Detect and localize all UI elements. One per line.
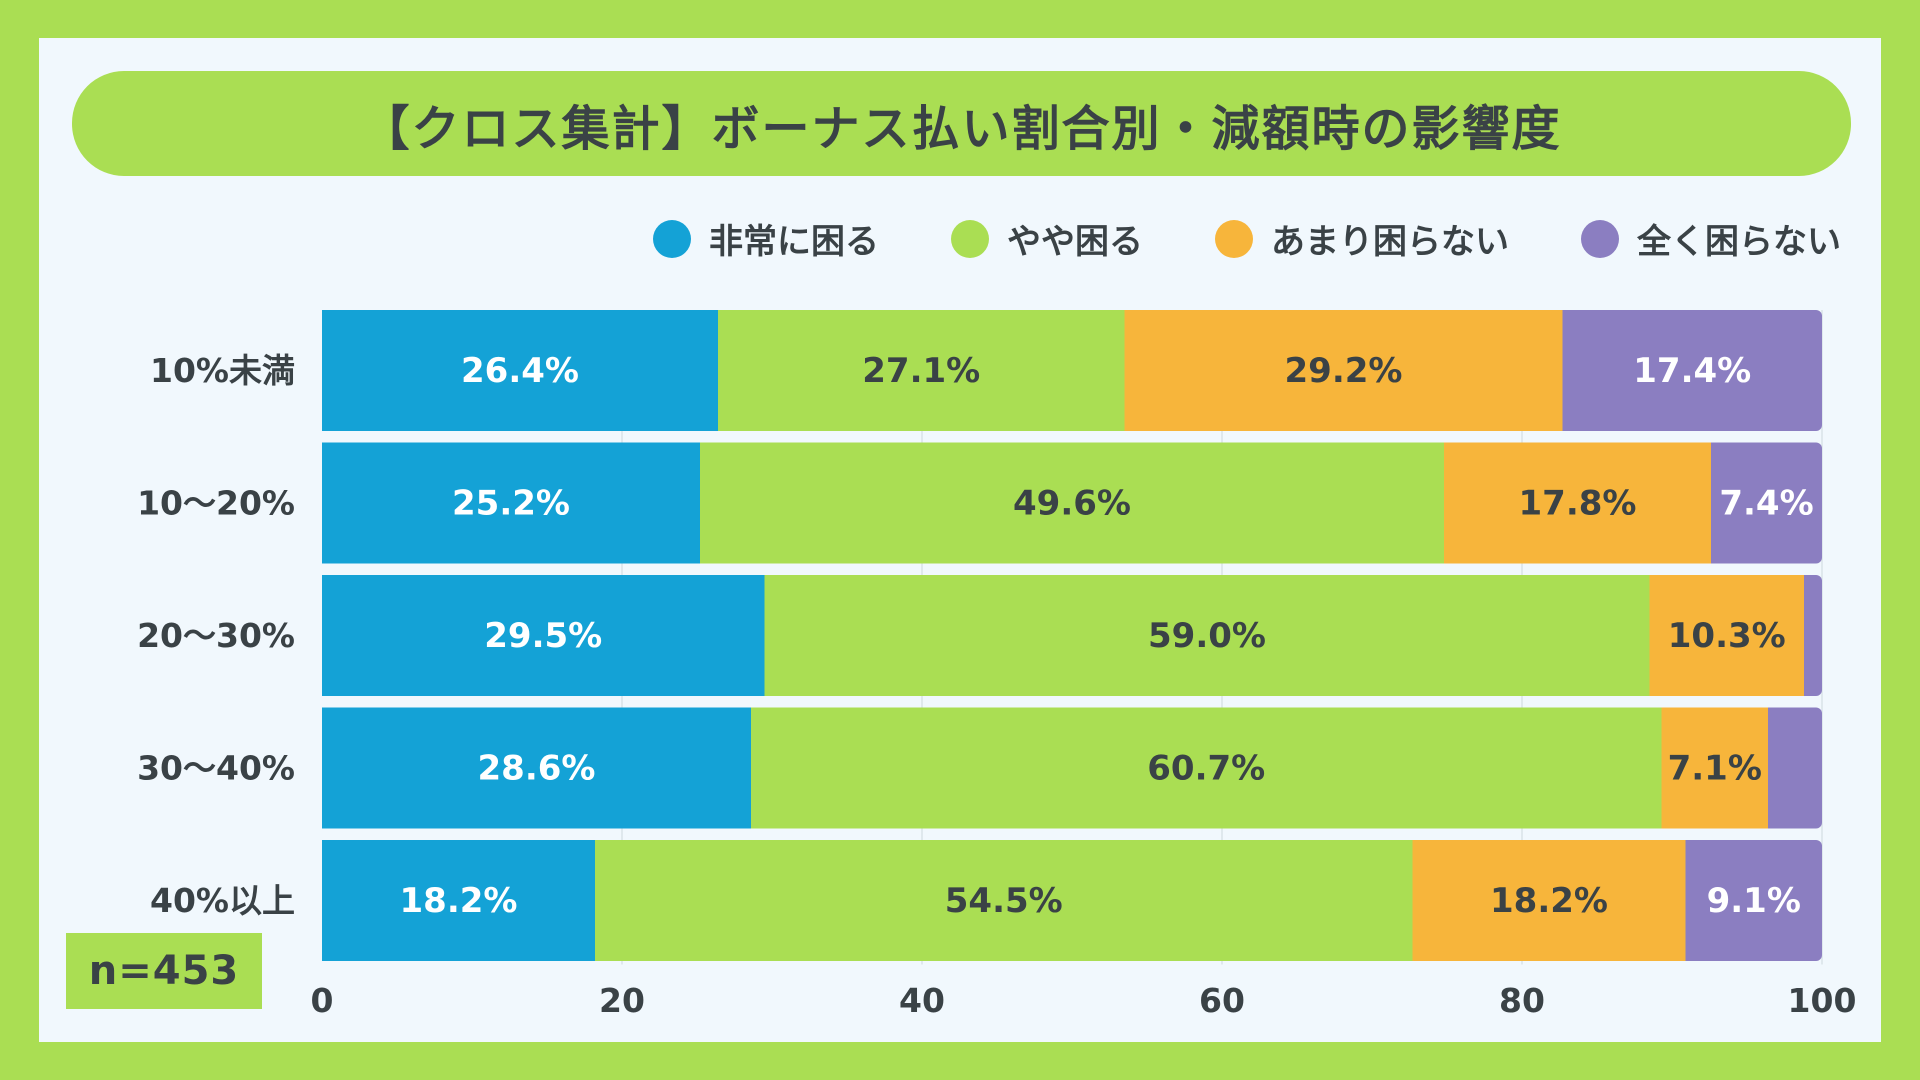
chart-legend: 非常に困る やや困る あまり困らない 全く困らない (653, 214, 1841, 263)
legend-swatch-very-troubled (653, 219, 691, 258)
legend-item-somewhat-troubled: やや困る (951, 214, 1143, 263)
data-label: 59.0% (1148, 616, 1266, 656)
legend-item-not-troubled-at-all: 全く困らない (1581, 214, 1841, 263)
bar-segment (1685, 840, 1822, 961)
bar-segment-edge (1804, 575, 1812, 696)
bar-segment-edge (1768, 707, 1776, 829)
legend-label: 非常に困る (709, 222, 879, 262)
data-label: 25.2% (452, 484, 570, 524)
legend-swatch-not-troubled-at-all (1581, 219, 1619, 258)
data-label: 17.8% (1519, 484, 1637, 524)
bar-segment (764, 575, 1650, 696)
data-label: 49.6% (1013, 484, 1131, 524)
legend-swatch-somewhat-troubled (951, 219, 989, 258)
data-label: 18.2% (400, 881, 518, 921)
bar-segment (1768, 707, 1822, 829)
x-tick-label: 100 (1788, 981, 1857, 1020)
bar-segment (322, 575, 765, 696)
category-label: 30〜40% (137, 749, 295, 788)
chart-title: 【クロス集計】ボーナス払い割合別・減額時の影響度 (361, 100, 1562, 157)
x-tick-label: 80 (1499, 981, 1545, 1020)
bar-segment (1649, 575, 1804, 696)
category-label: 40%以上 (150, 881, 295, 920)
data-label: 18.2% (1490, 881, 1608, 921)
x-tick-label: 40 (899, 981, 945, 1020)
x-tick-label: 20 (599, 981, 645, 1020)
legend-label: 全く困らない (1637, 222, 1841, 262)
x-tick-label: 60 (1199, 981, 1245, 1020)
sample-size-badge: n=453 (66, 933, 262, 1009)
data-label: 9.1% (1707, 881, 1801, 921)
legend-item-not-very-troubled: あまり困らない (1215, 214, 1509, 263)
sample-size: n=453 (88, 948, 240, 994)
legend-label: あまり困らない (1271, 222, 1509, 262)
legend-item-very-troubled: 非常に困る (653, 214, 879, 263)
bar-segment (322, 310, 718, 431)
category-label: 10%未満 (150, 351, 295, 390)
bar-segment (1711, 442, 1822, 564)
data-label: 60.7% (1147, 749, 1265, 789)
bar-segment (1444, 442, 1711, 564)
bar-segment-edge (1685, 840, 1694, 961)
bar-segment (718, 310, 1125, 431)
bar-segment (1412, 840, 1686, 961)
bar-segment (322, 707, 751, 829)
x-tick-label: 0 (311, 981, 334, 1020)
stacked-bar-chart: 26.4% 27.1% 29.2% 17.4% 10%未満 25.2% 49.6% 17.8%… (137, 310, 1857, 1020)
data-label: 17.4% (1633, 351, 1751, 391)
bar-segment (700, 442, 1444, 564)
data-label: 10.3% (1668, 616, 1786, 656)
bar-segment (595, 840, 1413, 961)
data-label: 29.5% (484, 616, 602, 656)
bar-segment (1124, 310, 1563, 431)
category-label: 10〜20% (137, 484, 295, 523)
chart-title-banner: 【クロス集計】ボーナス払い割合別・減額時の影響度 (72, 71, 1851, 176)
chart-panel: 【クロス集計】ボーナス払い割合別・減額時の影響度 非常に困る やや困る あまり困… (39, 38, 1881, 1042)
data-label: 27.1% (862, 351, 980, 391)
data-label: 7.1% (1668, 749, 1762, 789)
category-label: 20〜30% (137, 616, 295, 655)
bar-segment-edge (1562, 310, 1571, 431)
data-label: 28.6% (478, 749, 596, 789)
bar-segment (1562, 310, 1822, 431)
bar-segment (322, 442, 700, 564)
legend-label: やや困る (1007, 222, 1143, 262)
data-label: 29.2% (1285, 351, 1403, 391)
bar-segment (751, 707, 1662, 829)
data-label: 26.4% (461, 351, 579, 391)
bar-segment (1661, 707, 1768, 829)
bar-segment-edge (1711, 442, 1719, 564)
data-label: 54.5% (945, 881, 1063, 921)
data-label: 7.4% (1719, 484, 1813, 524)
bar-segment (322, 840, 595, 961)
legend-swatch-not-very-troubled (1215, 219, 1253, 258)
